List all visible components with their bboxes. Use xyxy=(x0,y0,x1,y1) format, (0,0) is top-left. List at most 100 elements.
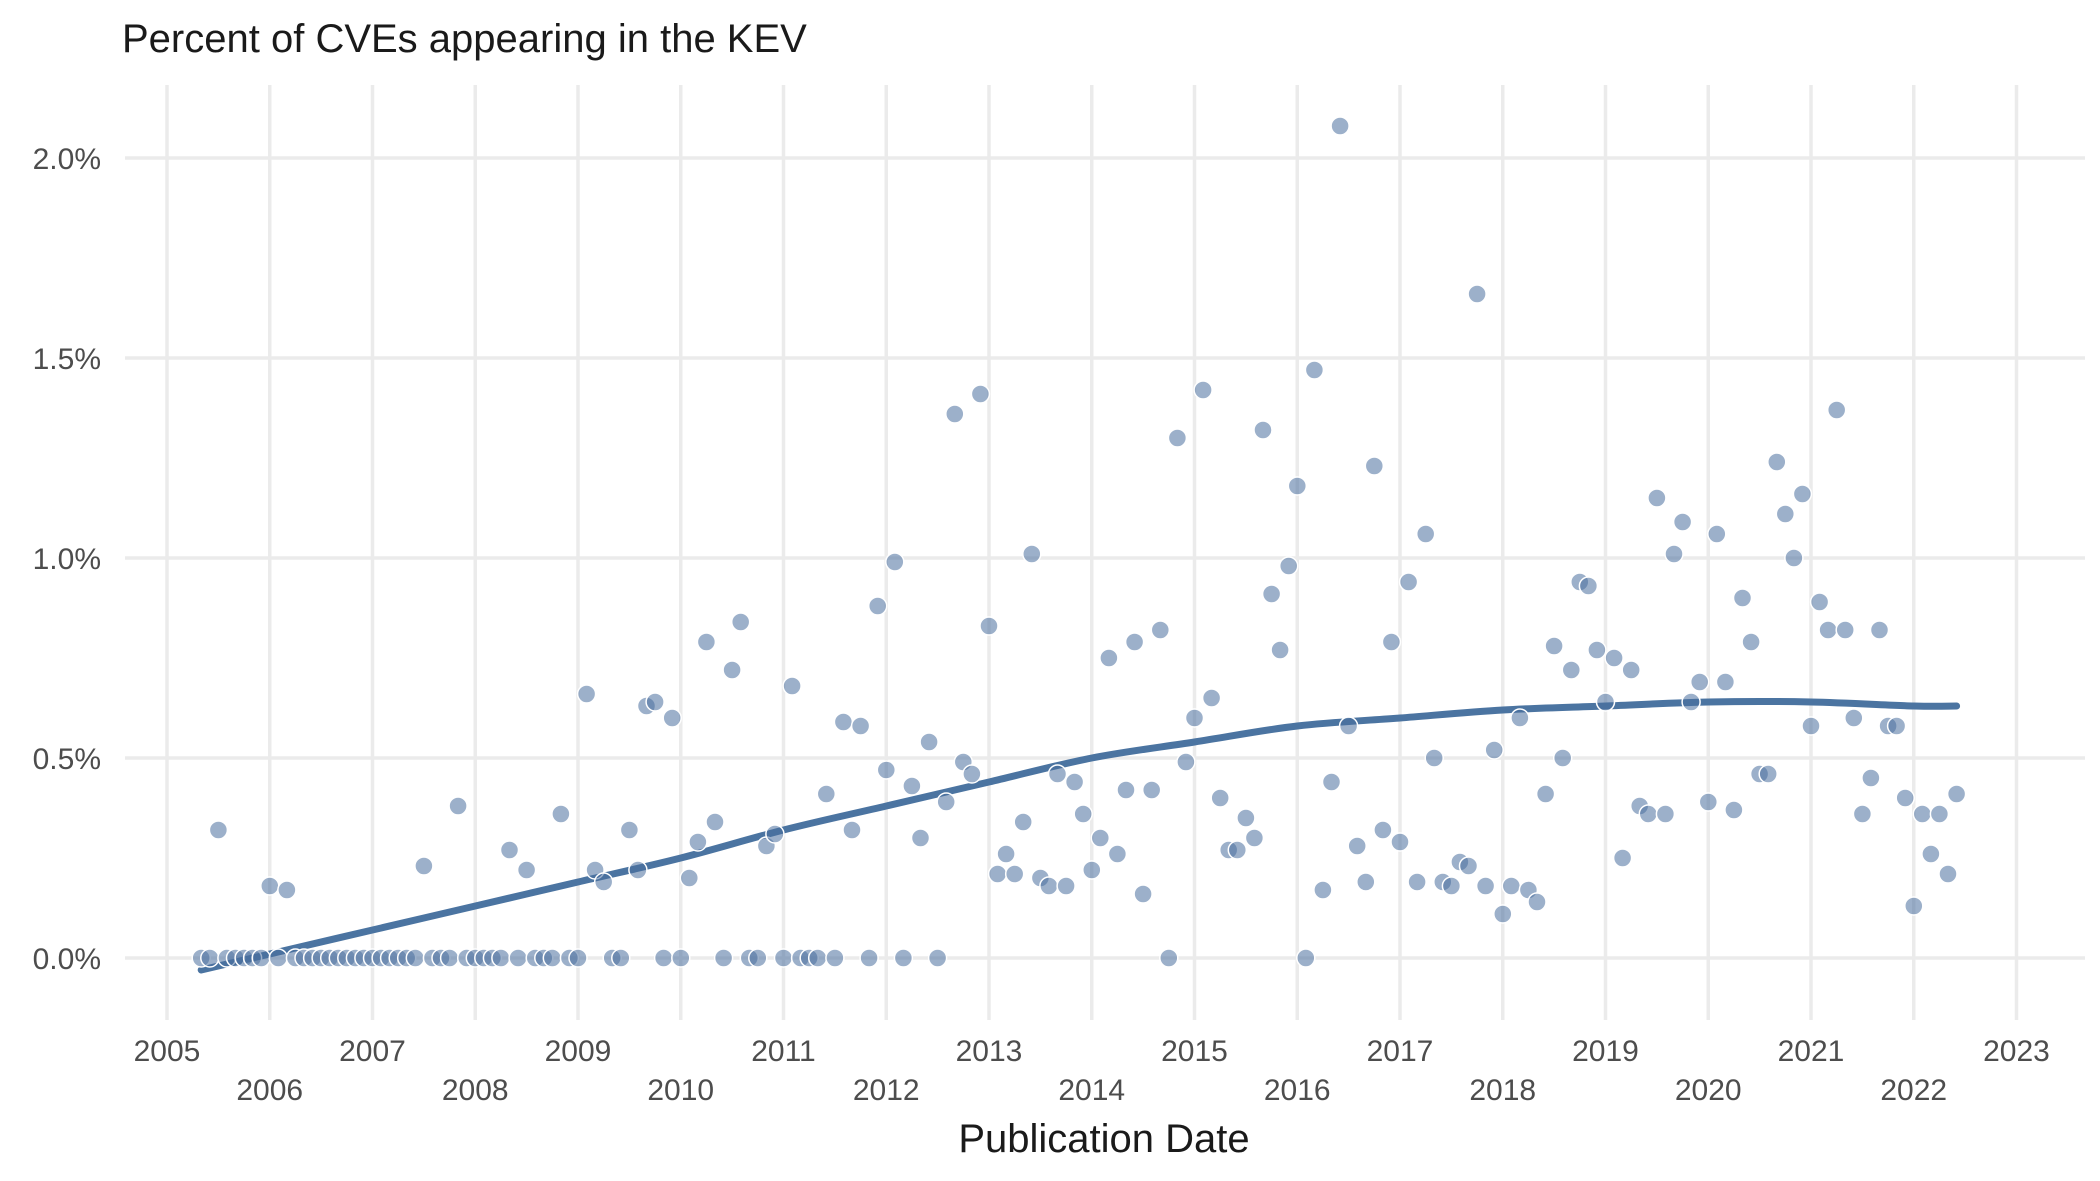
data-point xyxy=(1210,788,1230,808)
data-point xyxy=(1784,548,1804,568)
data-point xyxy=(1672,512,1693,532)
data-point xyxy=(1681,692,1701,712)
data-point xyxy=(1835,620,1855,640)
x-tick-label: 2017 xyxy=(1367,1035,1434,1068)
y-tick-label: 0.0% xyxy=(33,943,101,976)
grid xyxy=(125,85,2085,1020)
data-point xyxy=(1278,556,1299,576)
data-point xyxy=(850,716,871,736)
data-point xyxy=(1261,584,1282,604)
data-point xyxy=(508,948,528,968)
data-point xyxy=(688,832,708,852)
data-point xyxy=(551,804,571,824)
data-point xyxy=(491,948,511,968)
data-point xyxy=(268,948,289,968)
data-point xyxy=(782,676,802,696)
data-point xyxy=(1484,740,1504,760)
x-tick-label: 2018 xyxy=(1469,1074,1536,1107)
data-point xyxy=(816,784,837,804)
x-tick-label: 2007 xyxy=(339,1035,406,1068)
x-tick-label: 2019 xyxy=(1572,1035,1639,1068)
data-point xyxy=(1544,636,1564,656)
data-point xyxy=(1390,832,1410,852)
data-point xyxy=(1236,808,1256,828)
data-point xyxy=(1775,504,1796,524)
data-point xyxy=(1330,116,1350,136)
data-point xyxy=(653,948,674,968)
data-point xyxy=(1347,836,1367,856)
data-point xyxy=(1527,892,1547,912)
x-tick-label: 2006 xyxy=(236,1074,303,1107)
data-point xyxy=(1373,820,1393,840)
data-point xyxy=(671,948,691,968)
data-point xyxy=(1082,860,1102,880)
data-point xyxy=(1741,632,1761,652)
data-point xyxy=(1946,784,1967,804)
data-point xyxy=(825,948,845,968)
data-point xyxy=(1612,848,1633,868)
data-point xyxy=(448,796,468,816)
y-tick-label: 1.0% xyxy=(33,543,101,576)
data-point xyxy=(1510,708,1530,728)
data-point xyxy=(1176,752,1196,772)
data-point xyxy=(1415,524,1436,544)
data-point xyxy=(1159,948,1179,968)
data-point xyxy=(1356,872,1376,892)
data-point xyxy=(1647,488,1667,508)
y-tick-label: 2.0% xyxy=(33,143,101,176)
data-point xyxy=(414,856,434,876)
data-point xyxy=(1022,544,1042,564)
data-point xyxy=(1561,660,1582,680)
data-point xyxy=(1064,772,1085,792)
data-point xyxy=(1809,592,1830,612)
data-point xyxy=(1852,804,1873,824)
data-point xyxy=(1047,764,1068,784)
data-point xyxy=(1604,648,1624,668)
data-point xyxy=(748,948,768,968)
data-point xyxy=(1535,784,1556,804)
data-point xyxy=(1869,620,1890,640)
data-point xyxy=(1792,484,1813,504)
data-point xyxy=(893,948,914,968)
data-point xyxy=(1099,648,1119,668)
data-point xyxy=(1133,884,1153,904)
data-point xyxy=(842,820,862,840)
data-point xyxy=(1621,660,1641,680)
y-axis: 0.0% 0.5% 1.0% 1.5% 2.0% xyxy=(33,143,101,976)
data-point xyxy=(1270,640,1290,660)
x-tick-label: 2012 xyxy=(853,1074,920,1107)
data-point xyxy=(1107,844,1128,864)
data-point xyxy=(1073,804,1093,824)
data-point xyxy=(1364,456,1385,476)
x-tick-label: 2015 xyxy=(1161,1035,1228,1068)
data-point xyxy=(1724,800,1744,820)
data-point xyxy=(987,864,1008,884)
data-point xyxy=(765,824,785,844)
data-point xyxy=(1912,804,1933,824)
x-tick-label: 2021 xyxy=(1778,1035,1845,1068)
data-point xyxy=(902,776,922,796)
data-point xyxy=(885,552,905,572)
data-point xyxy=(439,948,460,968)
data-point xyxy=(1758,764,1778,784)
y-tick-label: 1.5% xyxy=(33,343,101,376)
y-tick-label: 0.5% xyxy=(33,743,101,776)
data-point xyxy=(1424,748,1444,768)
x-axis: 2005 2007 2009 2011 2013 2015 2017 2019 2021 2023… xyxy=(134,1035,2050,1107)
data-point xyxy=(833,712,854,732)
data-point xyxy=(1715,672,1736,692)
data-point xyxy=(1904,896,1924,916)
data-point xyxy=(1475,876,1496,896)
data-point xyxy=(1895,788,1915,808)
x-tick-label: 2011 xyxy=(751,1035,816,1068)
x-tick-label: 2016 xyxy=(1264,1074,1331,1107)
data-point xyxy=(1732,588,1753,608)
data-point xyxy=(1090,828,1111,848)
data-point xyxy=(1039,876,1059,896)
data-point xyxy=(1929,804,1950,824)
data-point xyxy=(1287,476,1308,496)
data-point xyxy=(1253,420,1273,440)
x-tick-label: 2020 xyxy=(1675,1074,1742,1107)
data-point xyxy=(927,948,948,968)
